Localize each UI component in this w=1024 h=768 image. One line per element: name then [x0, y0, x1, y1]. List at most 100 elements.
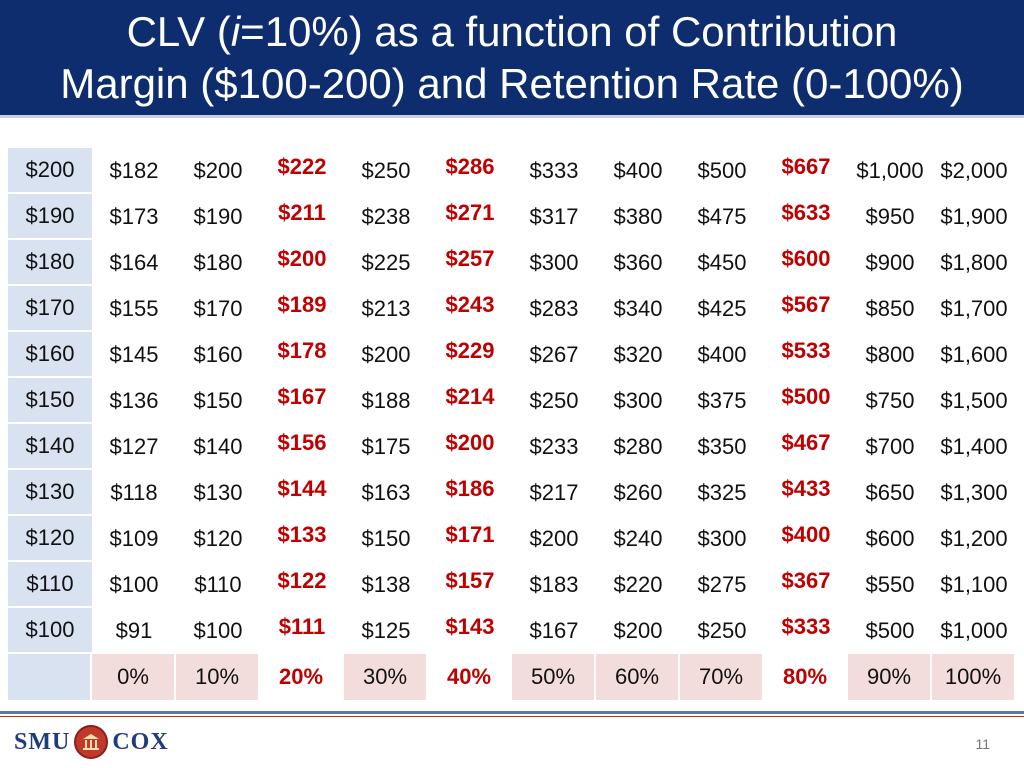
- clv-value-cell: $800: [865, 342, 915, 367]
- clv-value-cell: $1,400: [940, 434, 1008, 459]
- clv-value-cell: $533: [781, 338, 831, 363]
- logo-text-left: SMU: [14, 728, 71, 755]
- clv-value-cell: $667: [781, 154, 831, 179]
- retention-rate-cell: 20%: [260, 654, 344, 700]
- clv-value-cell: $122: [277, 568, 327, 593]
- clv-value-cell: $257: [445, 246, 495, 271]
- clv-value-cell: $143: [445, 614, 495, 639]
- clv-value-cell: $450: [697, 250, 747, 275]
- clv-value-cell: $1,600: [940, 342, 1008, 367]
- page-number: 11: [975, 736, 990, 752]
- margin-header-cell: $190: [8, 194, 92, 240]
- clv-value-cell: $91: [115, 618, 153, 643]
- clv-value-cell: $217: [529, 480, 579, 505]
- clv-value-cell: $183: [529, 572, 579, 597]
- clv-value-cell: $136: [109, 388, 159, 413]
- clv-value-cell: $550: [865, 572, 915, 597]
- margin-header-cell: $180: [8, 240, 92, 286]
- corner-cell: [8, 654, 92, 700]
- clv-value-cell: $950: [865, 204, 915, 229]
- clv-value-cell: $100: [193, 618, 243, 643]
- clv-value-cell: $163: [361, 480, 411, 505]
- clv-value-cell: $275: [697, 572, 747, 597]
- clv-value-cell: $350: [697, 434, 747, 459]
- clv-value-cell: $200: [361, 342, 411, 367]
- clv-value-cell: $300: [613, 388, 663, 413]
- margin-header-cell: $120: [8, 516, 92, 562]
- clv-value-cell: $400: [781, 522, 831, 547]
- clv-value-cell: $317: [529, 204, 579, 229]
- clv-value-cell: $286: [445, 154, 495, 179]
- retention-rate-cell: 70%: [680, 654, 764, 700]
- clv-value-cell: $650: [865, 480, 915, 505]
- clv-value-cell: $150: [193, 388, 243, 413]
- clv-value-cell: $130: [193, 480, 243, 505]
- retention-rate-cell: 80%: [764, 654, 848, 700]
- clv-value-cell: $400: [613, 158, 663, 183]
- table-row: $130 $118 $130 $144 $163 $186 $217 $260 $325 $433…: [8, 470, 1016, 516]
- clv-value-cell: $1,500: [940, 388, 1008, 413]
- clv-value-cell: $150: [361, 526, 411, 551]
- clv-value-cell: $1,900: [940, 204, 1008, 229]
- clv-value-cell: $190: [193, 204, 243, 229]
- clv-value-cell: $850: [865, 296, 915, 321]
- retention-rate-cell: 0%: [92, 654, 176, 700]
- clv-value-cell: $271: [445, 200, 495, 225]
- clv-value-cell: $340: [613, 296, 663, 321]
- clv-value-cell: $144: [277, 476, 327, 501]
- clv-value-cell: $250: [697, 618, 747, 643]
- margin-header-cell: $140: [8, 424, 92, 470]
- clv-value-cell: $100: [109, 572, 159, 597]
- retention-rate-cell: 50%: [512, 654, 596, 700]
- clv-value-cell: $178: [277, 338, 327, 363]
- clv-value-cell: $200: [193, 158, 243, 183]
- table-row: $120 $109 $120 $133 $150 $171 $200 $240 $300 $400…: [8, 516, 1016, 562]
- clv-value-cell: $233: [529, 434, 579, 459]
- clv-value-cell: $425: [697, 296, 747, 321]
- retention-rate-cell: 90%: [848, 654, 932, 700]
- clv-value-cell: $300: [697, 526, 747, 551]
- clv-value-cell: $567: [781, 292, 831, 317]
- clv-value-cell: $300: [529, 250, 579, 275]
- clv-value-cell: $243: [445, 292, 495, 317]
- margin-header-cell: $160: [8, 332, 92, 378]
- table-row: $110 $100 $110 $122 $138 $157 $183 $220 $275 $367…: [8, 562, 1016, 608]
- clv-value-cell: $1,000: [856, 158, 924, 183]
- clv-value-cell: $283: [529, 296, 579, 321]
- clv-value-cell: $225: [361, 250, 411, 275]
- clv-value-cell: $220: [613, 572, 663, 597]
- clv-value-cell: $175: [361, 434, 411, 459]
- clv-value-cell: $1,700: [940, 296, 1008, 321]
- clv-value-cell: $2,000: [940, 158, 1008, 183]
- table-row: $100 $91 $100 $111 $125 $143 $167 $200 $250 $333 $…: [8, 608, 1016, 654]
- clv-value-cell: $211: [278, 200, 326, 225]
- clv-value-cell: $138: [361, 572, 411, 597]
- clv-table: $200 $182 $200 $222 $250 $286 $333 $400 $500 $667…: [8, 148, 1016, 700]
- seal-icon: [74, 725, 109, 759]
- clv-value-cell: $109: [109, 526, 159, 551]
- clv-value-cell: $173: [109, 204, 159, 229]
- clv-value-cell: $1,200: [940, 526, 1008, 551]
- clv-value-cell: $1,100: [940, 572, 1008, 597]
- clv-value-cell: $171: [445, 522, 495, 547]
- footer-divider-red: [0, 716, 1024, 717]
- page-title-line-1: CLV (i=10%) as a function of Contributio…: [127, 6, 898, 58]
- clv-value-cell: $222: [277, 154, 327, 179]
- table-row: $170 $155 $170 $189 $213 $243 $283 $340 $425 $567…: [8, 286, 1016, 332]
- page-title-line-2: Margin ($100-200) and Retention Rate (0-…: [60, 59, 964, 107]
- title-bar: CLV (i=10%) as a function of Contributio…: [0, 0, 1024, 118]
- clv-value-cell: $118: [110, 480, 158, 505]
- margin-header-cell: $170: [8, 286, 92, 332]
- clv-value-cell: $360: [613, 250, 663, 275]
- retention-rate-cell: 60%: [596, 654, 680, 700]
- clv-value-cell: $160: [193, 342, 243, 367]
- clv-value-cell: $180: [193, 250, 243, 275]
- clv-value-cell: $140: [193, 434, 243, 459]
- clv-value-cell: $125: [361, 618, 411, 643]
- clv-value-cell: $467: [781, 430, 831, 455]
- clv-value-cell: $367: [781, 568, 831, 593]
- clv-value-cell: $260: [613, 480, 663, 505]
- clv-value-cell: $500: [697, 158, 747, 183]
- clv-value-cell: $380: [613, 204, 663, 229]
- clv-value-cell: $200: [613, 618, 663, 643]
